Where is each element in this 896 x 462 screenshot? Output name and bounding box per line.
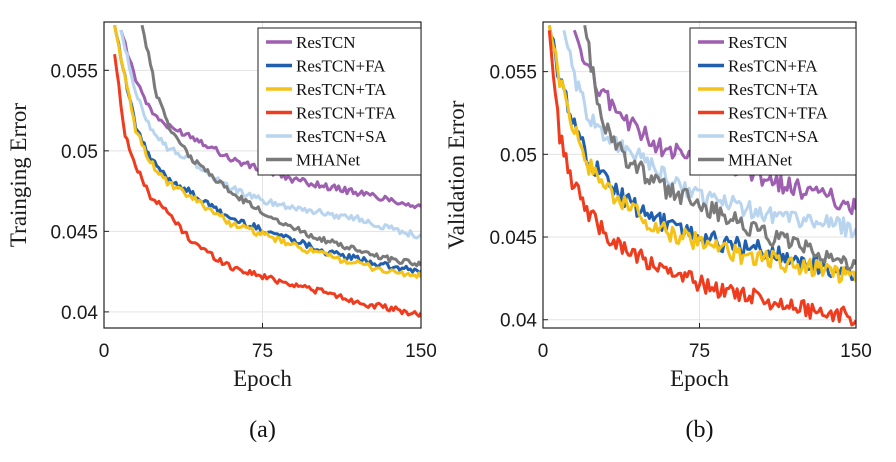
series-line-restcn-ta [547,25,856,284]
y-tick-label: 0.045 [489,228,537,249]
x-tick-label: 150 [405,341,437,362]
y-axis-label: Validation Error [444,100,469,249]
x-tick-label: 75 [252,341,273,362]
legend-label: ResTCN+TFA [728,104,829,123]
y-tick-label: 0.05 [61,142,98,163]
y-tick-label: 0.055 [50,61,98,82]
y-tick-label: 0.055 [489,63,537,84]
legend-label: ResTCN+FA [728,57,818,76]
series-line-restcn-tfa [547,30,856,327]
legend-label: MHANet [296,151,360,170]
x-tick-label: 150 [840,341,872,362]
legend-label: ResTCN+SA [296,127,388,146]
legend-label: ResTCN [728,33,788,52]
x-tick-label: 0 [99,341,110,362]
series-line-mhanet [583,25,856,271]
legend-box [689,27,857,176]
series-line-mhanet [140,24,421,268]
panel-caption: (b) [686,417,714,443]
legend-label: MHANet [728,151,792,170]
y-tick-label: 0.04 [500,311,537,332]
y-tick-label: 0.045 [50,222,98,243]
x-axis-label: Epoch [233,366,292,391]
x-tick-label: 0 [538,341,549,362]
x-axis-label: Epoch [670,366,729,391]
chart-panel-b: 0 75 150 0.04 0.045 0.05 0.055 Epoch Validation … [444,21,872,443]
series-line-restcn-ta [113,24,421,279]
y-tick-label: 0.05 [500,145,537,166]
series-line-restcn-tfa [113,54,421,318]
y-axis-label: Trainging Error [6,103,31,248]
legend: ResTCN ResTCN+FA ResTCN+TA ResTCN+TFA ResTCN… [689,27,857,176]
legend-label: ResTCN+TA [296,80,387,99]
legend: ResTCN ResTCN+FA ResTCN+TA ResTCN+TFA ResTCN… [257,27,422,176]
legend-label: ResTCN+TA [728,80,819,99]
legend-label: ResTCN+TFA [296,104,397,123]
legend-box [257,27,422,176]
y-tick-label: 0.04 [61,303,98,324]
legend-label: ResTCN [296,33,356,52]
series-line-restcn-sa [119,29,421,240]
legend-label: ResTCN+SA [728,127,820,146]
legend-label: ResTCN+FA [296,57,386,76]
panel-caption: (a) [249,417,276,443]
chart-panel-a: 0 75 150 0.04 0.045 0.05 0.055 Epoch Trainging E… [6,21,437,443]
series-group [547,25,856,327]
x-tick-label: 75 [689,341,710,362]
